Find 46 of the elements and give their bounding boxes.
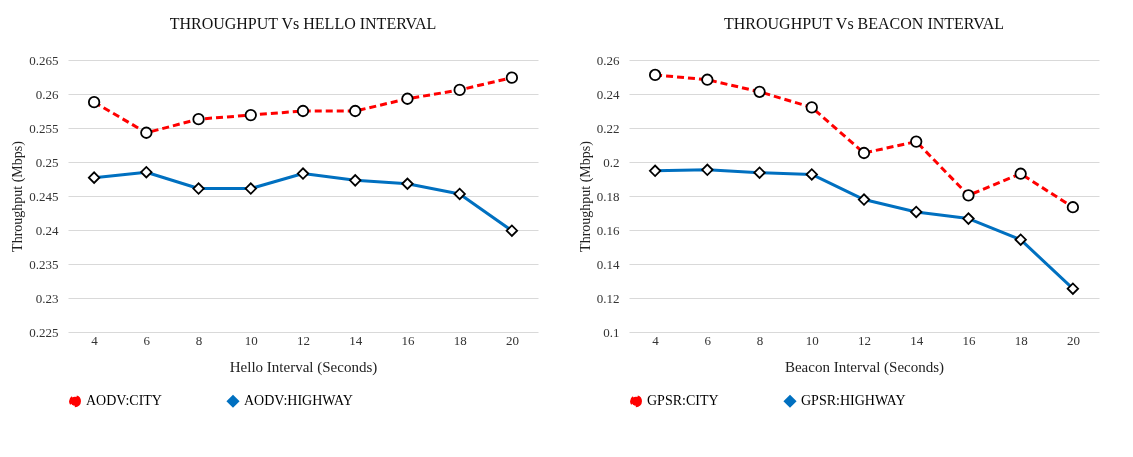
y-tick-label: 0.24	[596, 86, 620, 102]
y-tick-label: 0.25	[35, 154, 59, 170]
x-tick-label: 18	[453, 332, 467, 348]
y-axis-title: Throughput (Mbps)	[577, 140, 594, 252]
x-axis-title: Hello Interval (Seconds)	[229, 358, 378, 376]
x-tick-label: 10	[805, 332, 819, 348]
x-tick-label: 12	[297, 332, 310, 348]
legend-label: AODV:HIGHWAY	[244, 393, 353, 409]
x-axis-title: Beacon Interval (Seconds)	[784, 358, 945, 376]
x-tick-label: 20	[505, 332, 519, 348]
chart-title: THROUGHPUT Vs HELLO INTERVAL	[169, 15, 437, 32]
y-tick-label: 0.18	[596, 188, 620, 204]
x-tick-label: 14	[349, 332, 363, 348]
y-tick-label: 0.235	[29, 256, 59, 272]
y-tick-label: 0.265	[29, 52, 59, 68]
y-tick-label: 0.14	[596, 256, 620, 272]
y-axis-title: Throughput (Mbps)	[10, 140, 27, 252]
x-tick-label: 6	[143, 332, 151, 348]
x-tick-label: 20	[1066, 332, 1080, 348]
y-tick-label: 0.12	[596, 290, 620, 306]
y-tick-label: 0.24	[35, 222, 59, 238]
y-tick-label: 0.23	[35, 290, 59, 306]
y-tick-label: 0.2	[603, 154, 620, 170]
y-tick-label: 0.26	[596, 52, 620, 68]
x-tick-label: 6	[704, 332, 712, 348]
y-tick-label: 0.22	[596, 120, 620, 136]
x-tick-label: 12	[858, 332, 871, 348]
x-tick-label: 4	[652, 332, 660, 348]
y-tick-label: 0.255	[29, 120, 59, 136]
x-tick-label: 4	[91, 332, 99, 348]
y-tick-label: 0.225	[29, 324, 59, 340]
legend-label: GPSR:HIGHWAY	[801, 393, 906, 409]
legend-label: GPSR:CITY	[647, 393, 719, 409]
y-tick-label: 0.1	[603, 324, 620, 340]
chart-title: THROUGHPUT Vs BEACON INTERVAL	[723, 15, 1005, 32]
x-tick-label: 8	[195, 332, 203, 348]
legend-label: AODV:CITY	[86, 393, 162, 409]
x-tick-label: 18	[1014, 332, 1028, 348]
x-tick-label: 14	[910, 332, 924, 348]
x-tick-label: 16	[401, 332, 415, 348]
y-tick-label: 0.16	[596, 222, 620, 238]
x-tick-label: 10	[244, 332, 258, 348]
x-tick-label: 8	[756, 332, 764, 348]
x-tick-label: 16	[962, 332, 976, 348]
y-tick-label: 0.26	[35, 86, 59, 102]
y-tick-label: 0.245	[29, 188, 59, 204]
